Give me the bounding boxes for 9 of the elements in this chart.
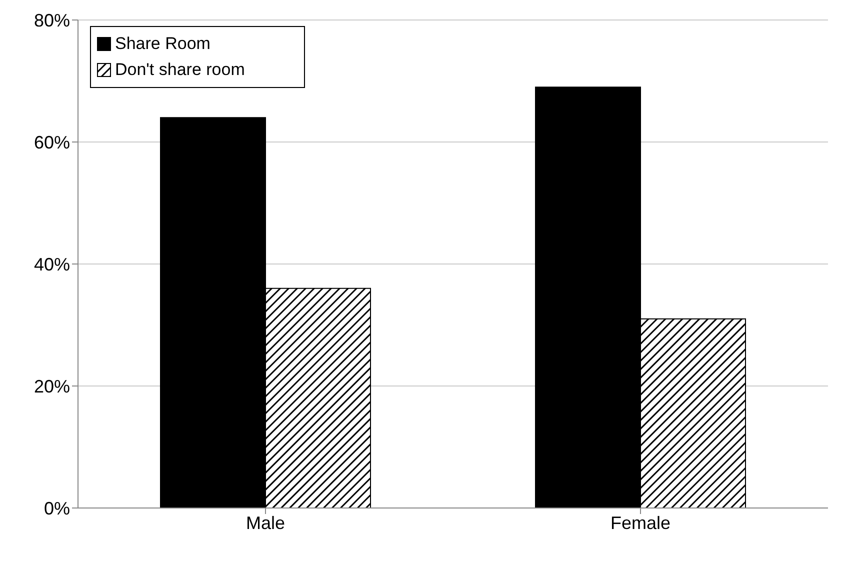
y-tick-label: 40% bbox=[34, 254, 70, 274]
y-tick-label: 60% bbox=[34, 132, 70, 152]
legend-label: Don't share room bbox=[115, 59, 245, 81]
y-tick-label: 0% bbox=[44, 498, 70, 518]
x-tick-label: Male bbox=[246, 512, 286, 533]
y-tick-label: 20% bbox=[34, 376, 70, 396]
legend-label: Share Room bbox=[115, 33, 210, 55]
y-tick-label: 80% bbox=[34, 10, 70, 30]
x-tick-label: Female bbox=[610, 512, 671, 533]
